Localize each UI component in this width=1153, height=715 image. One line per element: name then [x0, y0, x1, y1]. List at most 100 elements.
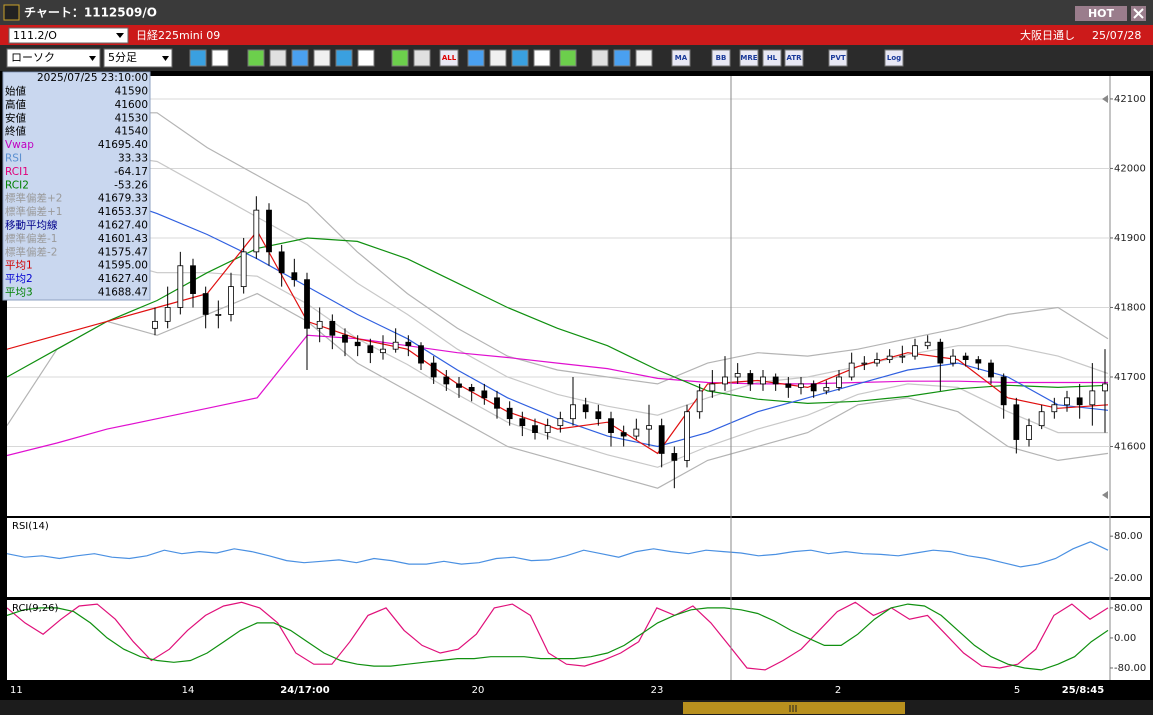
x-tick-label: 11 — [10, 685, 23, 696]
tool-icon[interactable] — [884, 49, 904, 67]
candle-body — [836, 376, 842, 388]
candle-body — [1026, 425, 1032, 440]
candle-body — [1076, 397, 1083, 406]
toolbar-icons: ALL MA BB MRE HL ATR PVT Log — [189, 49, 904, 67]
scroll-thumb[interactable] — [683, 702, 905, 714]
info-label: 標準偏差-1 — [5, 232, 57, 245]
panel-label: RSI(14) — [12, 521, 49, 532]
candle-body — [620, 432, 627, 437]
candle-body — [304, 279, 310, 329]
candle-body — [468, 387, 475, 392]
tool-icon[interactable] — [635, 49, 653, 67]
info-value: -53.26 — [114, 179, 148, 191]
candle-body — [177, 265, 184, 308]
info-label: 平均2 — [5, 273, 33, 285]
candle-body — [886, 355, 893, 361]
indicator-line — [7, 112, 1109, 385]
candle-body — [202, 293, 209, 315]
candle-body — [278, 251, 285, 274]
tool-icon[interactable] — [335, 49, 353, 67]
candle-body — [798, 383, 804, 388]
indicator-line — [7, 541, 1109, 568]
candle-body — [608, 418, 614, 433]
candle-body — [962, 355, 969, 361]
tool-icon[interactable] — [559, 49, 577, 67]
info-label: 終値 — [5, 125, 26, 138]
tool-icon-label: HL — [767, 54, 778, 62]
tool-icon[interactable] — [313, 49, 331, 67]
hot-label: HOT — [1088, 7, 1115, 20]
tool-icon-label: MRE — [740, 54, 757, 62]
y-tick-label: 80.00 — [1114, 603, 1143, 614]
rsi-panel — [7, 518, 1150, 597]
chart-type-select[interactable] — [6, 48, 101, 68]
y-tick-label: 0.00 — [1114, 633, 1136, 644]
tool-icon[interactable] — [739, 49, 759, 67]
interval-select[interactable] — [103, 48, 173, 68]
tool-icon[interactable] — [591, 49, 609, 67]
candle-body — [1038, 411, 1045, 427]
tool-icon[interactable] — [211, 49, 229, 67]
symbol-select[interactable] — [8, 27, 129, 44]
candle-body — [848, 362, 855, 378]
tool-icon[interactable] — [671, 49, 691, 67]
candle-body — [405, 341, 412, 347]
tool-icon[interactable] — [413, 49, 431, 67]
info-label: RCI2 — [5, 179, 29, 191]
candle-body — [975, 359, 982, 364]
info-label: 平均3 — [5, 287, 33, 299]
tool-icon[interactable] — [784, 49, 804, 67]
tool-icon[interactable] — [269, 49, 287, 67]
x-tick-label: 20 — [472, 685, 485, 696]
info-value: 41627.40 — [98, 273, 148, 285]
x-tick-label: 23 — [651, 685, 664, 696]
candle-body — [684, 411, 690, 461]
candle-body — [582, 404, 589, 413]
candle-body — [253, 209, 260, 253]
indicator-line — [7, 334, 1108, 457]
x-tick-label: 24/17:00 — [280, 685, 329, 696]
tool-icon[interactable] — [762, 49, 782, 67]
rsi-plot — [7, 541, 1109, 568]
candle-body — [443, 376, 450, 385]
tool-icon[interactable] — [533, 49, 551, 67]
y-tick-label: 41800 — [1114, 302, 1146, 313]
candle-body — [342, 334, 348, 343]
x-tick-label: 2 — [835, 685, 841, 696]
indicator-line — [7, 292, 1109, 489]
tool-icon[interactable] — [511, 49, 529, 67]
candle-body — [532, 425, 538, 433]
tool-icon[interactable] — [357, 49, 375, 67]
candle-body — [785, 383, 792, 388]
tool-icon[interactable] — [828, 49, 848, 67]
tool-icon[interactable] — [189, 49, 207, 67]
candle-body — [861, 362, 868, 365]
candle-body — [215, 314, 222, 316]
candle-body — [937, 341, 944, 364]
tool-icon[interactable] — [467, 49, 485, 67]
candle-body — [823, 387, 830, 392]
tool-icon[interactable] — [613, 49, 631, 67]
candle-body — [671, 453, 678, 461]
dropdown-arrow — [162, 56, 169, 61]
window-title: チャート：1112509/O — [24, 6, 157, 20]
candle-body — [152, 320, 158, 329]
tool-icon[interactable] — [711, 49, 731, 67]
info-label: 標準偏差+1 — [5, 205, 62, 218]
candle-body — [506, 407, 513, 420]
tool-icon[interactable] — [439, 49, 459, 67]
candle-body — [392, 341, 399, 350]
candle-body — [228, 286, 234, 315]
candle-body — [988, 362, 994, 378]
tool-icon[interactable] — [391, 49, 409, 67]
candle-body — [1051, 404, 1058, 413]
tool-icon[interactable] — [291, 49, 309, 67]
info-value: 41595.00 — [98, 260, 148, 272]
hot-button[interactable] — [1075, 6, 1127, 21]
candle-body — [1000, 376, 1007, 406]
tool-icon[interactable] — [247, 49, 265, 67]
tool-icon[interactable] — [489, 49, 507, 67]
candle-body — [164, 307, 171, 322]
close-icon — [1133, 8, 1144, 19]
candle-body — [481, 390, 488, 399]
